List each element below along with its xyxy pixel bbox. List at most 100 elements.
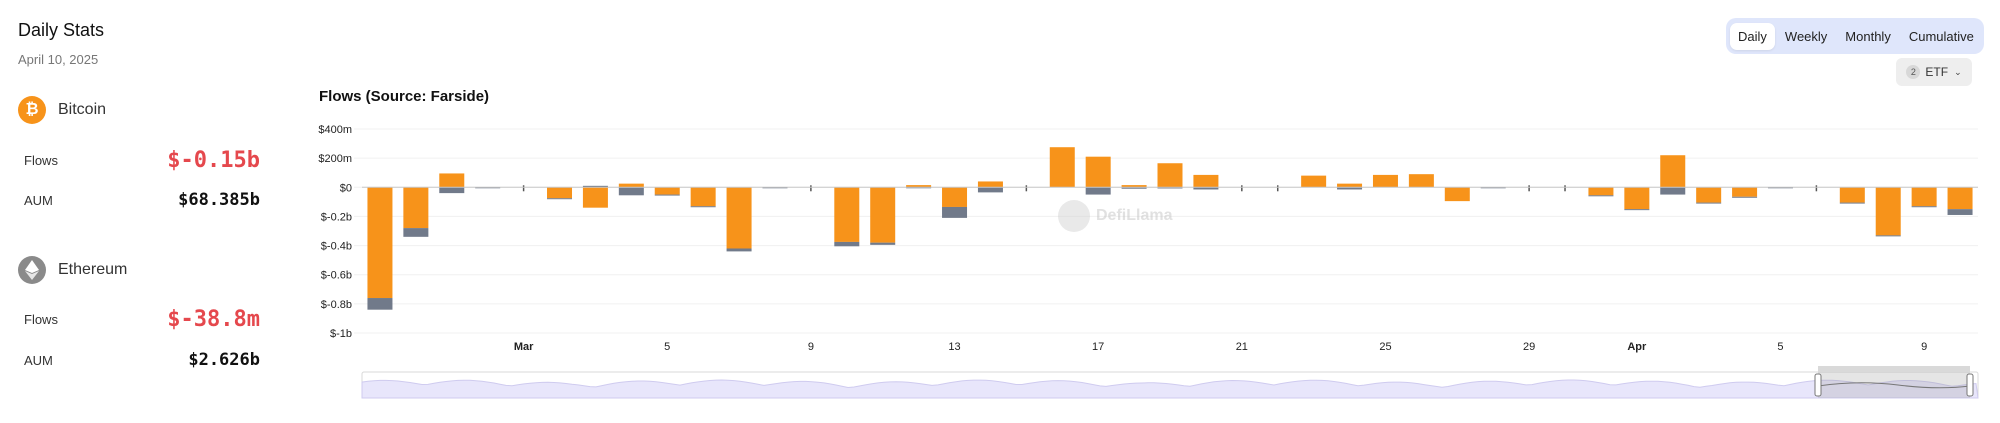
- bitcoin-header: ₿ Bitcoin: [18, 96, 106, 124]
- ethereum-flows-label: Flows: [24, 312, 58, 327]
- bar-bitcoin: [726, 187, 752, 249]
- bar-ethereum: [1157, 187, 1183, 189]
- bar-ethereum: [870, 242, 896, 245]
- ethereum-aum-label: AUM: [24, 352, 53, 368]
- ethereum-flows-row: Flows $-38.8m: [24, 307, 260, 332]
- chevron-down-icon: ⌄: [1954, 66, 1962, 77]
- bar-bitcoin: [977, 181, 1003, 188]
- period-selector: Daily Weekly Monthly Cumulative: [1726, 18, 1984, 54]
- x-tick-label: 25: [1379, 341, 1391, 353]
- daily-stats-panel: Daily Stats April 10, 2025 ₿ Bitcoin Flo…: [0, 0, 290, 423]
- bar-ethereum: [726, 248, 752, 252]
- chart-bars: [367, 147, 1973, 310]
- bar-bitcoin: [1696, 187, 1722, 203]
- bar-ethereum: [582, 185, 608, 188]
- x-axis-labels: Mar 5 9 13 17 21 25 29 Apr 5 9: [514, 341, 1927, 353]
- bar-bitcoin: [1839, 187, 1865, 203]
- watermark-text: DefiLlama: [1096, 207, 1173, 224]
- brush-handle: [1814, 373, 1822, 397]
- etf-filter-label: ETF: [1925, 65, 1949, 79]
- ethereum-name: Ethereum: [58, 261, 128, 278]
- bar-bitcoin: [1947, 187, 1973, 210]
- range-brush[interactable]: [361, 366, 1979, 399]
- bar-ethereum: [654, 194, 680, 196]
- bar-ethereum: [1947, 209, 1973, 215]
- bar-ethereum: [1121, 187, 1147, 189]
- defillama-logo-icon: [1058, 200, 1090, 232]
- bitcoin-aum-row: AUM $68.385b: [24, 190, 260, 210]
- ethereum-icon: [18, 256, 46, 284]
- x-tick-label: 13: [948, 341, 960, 353]
- bar-bitcoin: [1444, 187, 1470, 202]
- bar-bitcoin: [1085, 156, 1111, 188]
- bar-ethereum: [1875, 235, 1901, 237]
- ethereum-aum-row: AUM $2.626b: [24, 350, 260, 370]
- bar-bitcoin: [834, 187, 860, 242]
- x-tick-label: 9: [808, 341, 814, 353]
- tab-cumulative[interactable]: Cumulative: [1908, 28, 1974, 44]
- bar-ethereum: [1337, 187, 1363, 190]
- etf-filter-dropdown[interactable]: 2 ETF ⌄: [1896, 58, 1972, 86]
- bar-ethereum: [1660, 187, 1686, 195]
- bar-bitcoin: [906, 185, 932, 188]
- bar-bitcoin: [547, 187, 573, 199]
- x-tick-label: 5: [664, 341, 670, 353]
- bar-bitcoin: [1157, 163, 1183, 188]
- bar-bitcoin: [870, 187, 896, 243]
- bar-ethereum: [1624, 209, 1650, 211]
- bar-bitcoin: [1408, 174, 1434, 188]
- bar-bitcoin: [618, 183, 644, 188]
- bar-ethereum: [1696, 202, 1722, 204]
- tab-daily[interactable]: Daily: [1730, 22, 1775, 50]
- x-tick-label: 21: [1236, 341, 1248, 353]
- bar-ethereum: [1732, 196, 1758, 198]
- bitcoin-aum-label: AUM: [24, 192, 53, 208]
- bar-ethereum: [1588, 195, 1614, 197]
- y-axis-labels: $400m $200m $0 $-0.2b $-0.4b $-0.6b $-0.8b $-1b: [318, 124, 352, 340]
- bar-bitcoin: [1624, 187, 1650, 210]
- bitcoin-name: Bitcoin: [58, 101, 107, 118]
- bar-ethereum: [1911, 206, 1937, 208]
- bar-bitcoin: [1911, 187, 1937, 207]
- bitcoin-aum-value: $68.385b: [178, 190, 260, 210]
- bar-bitcoin: [1337, 183, 1363, 188]
- bar-ethereum: [547, 198, 573, 200]
- tab-weekly[interactable]: Weekly: [1784, 28, 1828, 44]
- y-tick-label: $200m: [318, 153, 352, 165]
- brush-handle: [1966, 373, 1974, 397]
- bitcoin-flows-value: $-0.15b: [167, 148, 260, 173]
- brush-preview: [361, 379, 1979, 399]
- bar-ethereum: [1085, 187, 1111, 195]
- bar-bitcoin: [1732, 187, 1758, 197]
- page-title: Daily Stats: [18, 20, 105, 40]
- bar-bitcoin: [690, 187, 716, 207]
- defillama-watermark: DefiLlama: [1058, 200, 1172, 232]
- bar-bitcoin: [1660, 155, 1686, 188]
- bar-bitcoin: [942, 187, 968, 207]
- bar-bitcoin: [1193, 174, 1219, 188]
- ethereum-header: Ethereum: [18, 256, 127, 284]
- bar-bitcoin: [1588, 187, 1614, 196]
- bar-bitcoin: [1049, 147, 1075, 188]
- bar-bitcoin: [367, 187, 393, 299]
- tab-monthly[interactable]: Monthly: [1845, 28, 1891, 44]
- bar-ethereum: [1839, 202, 1865, 204]
- bar-bitcoin: [654, 187, 680, 195]
- x-tick-label: 9: [1921, 341, 1927, 353]
- chart-title: Flows (Source: Farside): [319, 88, 490, 105]
- y-tick-label: $-0.4b: [321, 241, 352, 253]
- y-tick-label: $-0.8b: [321, 299, 352, 311]
- bar-bitcoin: [1301, 175, 1327, 188]
- bitcoin-icon: ₿: [18, 96, 46, 124]
- bar-bitcoin: [1875, 187, 1901, 236]
- etf-count-badge: 2: [1906, 65, 1921, 79]
- y-tick-label: $-0.2b: [321, 211, 352, 223]
- y-tick-label: $400m: [318, 124, 352, 136]
- bar-ethereum: [439, 187, 465, 194]
- stats-date: April 10, 2025: [18, 52, 99, 67]
- bar-ethereum: [618, 187, 644, 196]
- bitcoin-flows-row: Flows $-0.15b: [24, 148, 260, 173]
- bar-ethereum: [1193, 187, 1219, 190]
- bar-bitcoin: [1372, 174, 1398, 188]
